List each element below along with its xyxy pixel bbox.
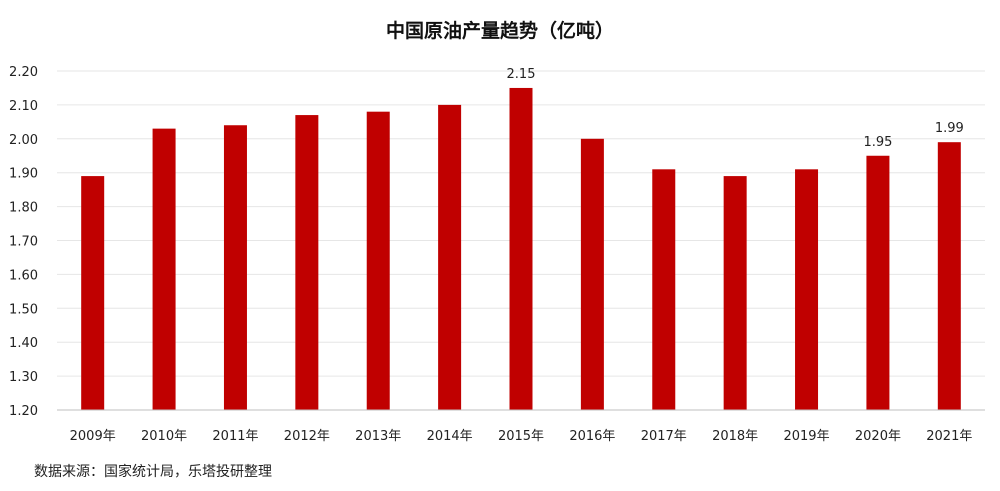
x-tick-label: 2021年 xyxy=(926,429,972,444)
y-tick-label: 2.20 xyxy=(9,65,38,80)
y-tick-label: 1.80 xyxy=(9,201,38,216)
chart-title: 中国原油产量趋势（亿吨） xyxy=(385,20,614,42)
bar xyxy=(81,176,105,410)
y-tick-label: 1.30 xyxy=(9,370,38,385)
y-axis-ticks: 1.20 1.30 1.40 1.50 1.60 1.70 1.80 1.90 2.00 2.10… xyxy=(9,65,38,419)
y-tick-label: 1.70 xyxy=(9,235,38,250)
bar xyxy=(580,138,604,411)
bar xyxy=(795,169,819,410)
x-tick-label: 2020年 xyxy=(855,429,901,444)
bar xyxy=(723,176,747,410)
bar xyxy=(152,128,176,410)
data-label: 1.95 xyxy=(863,135,892,150)
x-tick-label: 2016年 xyxy=(569,429,615,444)
x-tick-label: 2011年 xyxy=(212,429,258,444)
x-tick-label: 2019年 xyxy=(783,429,829,444)
y-tick-label: 1.90 xyxy=(9,167,38,182)
data-label: 1.99 xyxy=(935,121,964,136)
x-tick-label: 2009年 xyxy=(70,429,116,444)
x-tick-label: 2018年 xyxy=(712,429,758,444)
y-tick-label: 1.60 xyxy=(9,268,38,283)
y-tick-label: 1.50 xyxy=(9,302,38,317)
data-labels: 2.15 1.95 1.99 xyxy=(507,67,964,150)
bar xyxy=(223,125,247,411)
x-tick-label: 2013年 xyxy=(355,429,401,444)
bar xyxy=(438,104,462,411)
y-tick-label: 2.10 xyxy=(9,99,38,114)
bar xyxy=(937,142,961,410)
x-axis-ticks: 2009年 2010年 2011年 2012年 2013年 2014年 2015年 2016年… xyxy=(70,429,973,444)
source-note: 数据来源：国家统计局，乐塔投研整理 xyxy=(34,464,272,480)
bar xyxy=(866,155,890,410)
x-tick-label: 2010年 xyxy=(141,429,187,444)
x-tick-label: 2014年 xyxy=(427,429,473,444)
y-tick-label: 2.00 xyxy=(9,133,38,148)
x-tick-label: 2012年 xyxy=(284,429,330,444)
bars xyxy=(81,87,961,411)
data-label: 2.15 xyxy=(507,67,536,82)
bar xyxy=(509,87,533,410)
y-tick-label: 1.20 xyxy=(9,404,38,419)
x-tick-label: 2015年 xyxy=(498,429,544,444)
y-tick-label: 1.40 xyxy=(9,336,38,351)
bar xyxy=(295,115,319,410)
bar xyxy=(652,169,676,410)
x-tick-label: 2017年 xyxy=(641,429,687,444)
bar xyxy=(366,111,390,411)
